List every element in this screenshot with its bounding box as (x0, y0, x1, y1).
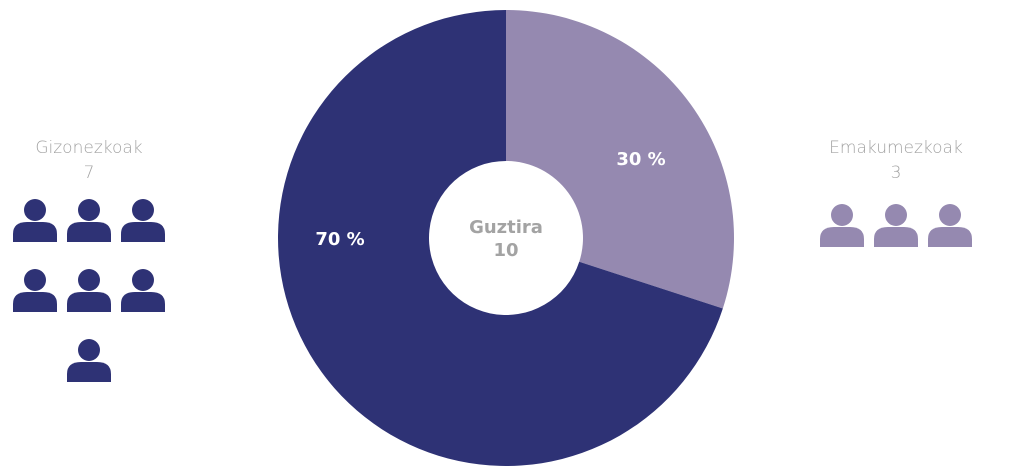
person-head (24, 269, 46, 291)
group-name: Emakumezkoak (829, 138, 963, 158)
person-icon (67, 199, 111, 242)
slice-label: 30 % (616, 149, 665, 170)
person-icon (13, 199, 57, 242)
person-body (121, 222, 165, 242)
group-count: 3 (891, 163, 902, 183)
person-head (132, 199, 154, 221)
group-count: 7 (84, 163, 95, 183)
person-head (78, 269, 100, 291)
person-head (132, 269, 154, 291)
person-body (928, 227, 972, 247)
person-body (874, 227, 918, 247)
person-icon (67, 339, 111, 382)
person-body (67, 222, 111, 242)
person-head (939, 204, 961, 226)
center-total: 10 (493, 240, 518, 261)
group-name: Gizonezkoak (35, 138, 142, 158)
donut-slice (278, 10, 723, 466)
person-body (67, 362, 111, 382)
person-head (885, 204, 907, 226)
center-label: Guztira (469, 217, 543, 238)
person-icon (928, 204, 972, 247)
person-icon (13, 269, 57, 312)
person-body (820, 227, 864, 247)
person-body (13, 222, 57, 242)
person-head (78, 339, 100, 361)
person-head (78, 199, 100, 221)
person-icons (820, 204, 972, 247)
person-head (831, 204, 853, 226)
slice-label: 70 % (315, 229, 364, 250)
person-body (67, 292, 111, 312)
person-icon (820, 204, 864, 247)
person-body (13, 292, 57, 312)
person-icon (121, 269, 165, 312)
person-head (24, 199, 46, 221)
donut-slice (506, 10, 734, 309)
person-icons (13, 199, 165, 382)
person-icon (121, 199, 165, 242)
person-body (121, 292, 165, 312)
person-icon (67, 269, 111, 312)
person-icon (874, 204, 918, 247)
